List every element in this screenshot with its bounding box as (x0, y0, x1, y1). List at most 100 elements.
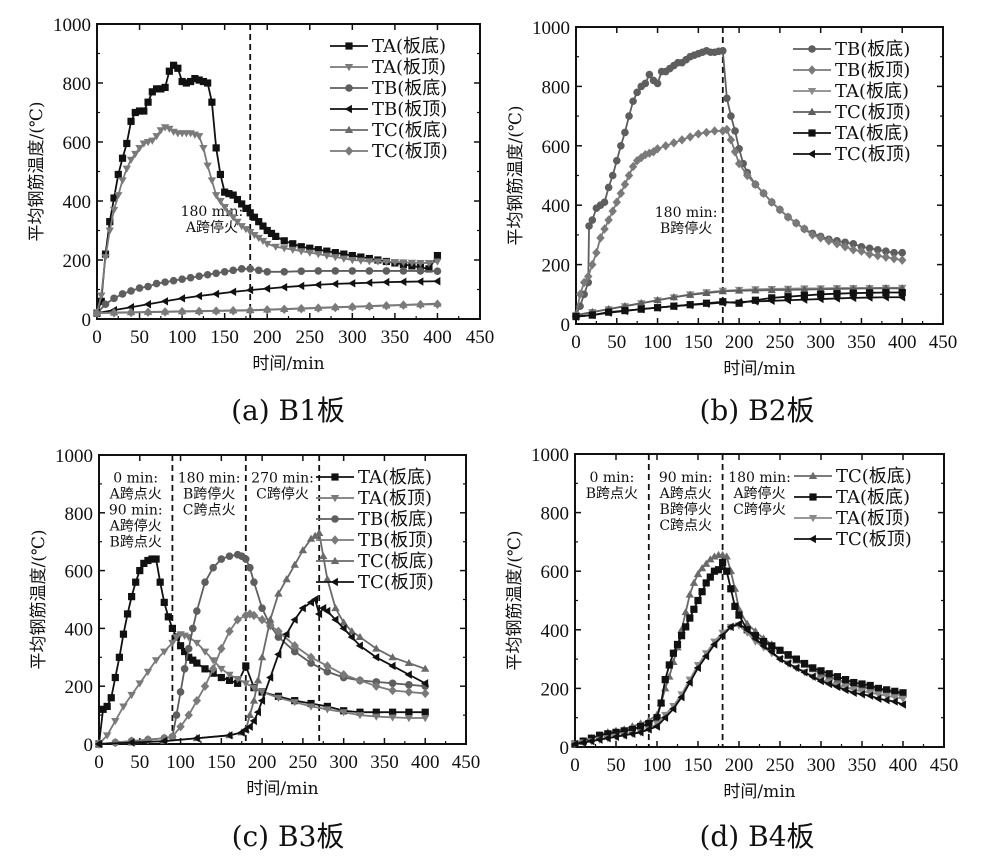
panel-d-data-point (603, 734, 611, 743)
panel-c-xtick-label: 350 (370, 752, 399, 773)
panel-d-data-point (669, 704, 677, 714)
panel-c-xtick-label: 250 (289, 752, 318, 773)
panel-c-legend-label: TB(板底) (358, 509, 433, 530)
panel-b-data-point (661, 141, 670, 151)
panel-b-data-point (677, 135, 687, 145)
panel-a-data-point (348, 279, 356, 288)
panel-b-data-point (792, 218, 801, 228)
panel-a-xtick-label: 300 (338, 327, 367, 348)
panel-a-data-point (433, 251, 442, 260)
panel-d-data-point (681, 608, 690, 616)
panel-a-data-point (220, 203, 229, 212)
panel-c-data-point (282, 629, 290, 639)
panel-a-xtick-label: 50 (130, 327, 149, 348)
panel-c-data-point (257, 615, 267, 625)
panel-c-data-point (111, 717, 120, 726)
panel-a-data-point (433, 277, 441, 286)
panel-d-data-point (857, 690, 865, 699)
panel-c-legend-item: TA(板底) (316, 467, 432, 488)
panel-b-ytick-label: 800 (542, 77, 571, 98)
panel-d-xtick-label: 200 (725, 755, 754, 776)
panel-c-data-point (225, 626, 234, 636)
panel-c-data-point (306, 703, 316, 711)
panel-b-data-point (685, 290, 695, 298)
panel-a-data-point (199, 77, 207, 86)
panel-a-legend-item: TB(板底) (330, 78, 447, 99)
panel-c-data-point (405, 708, 413, 716)
panel-c-data-point (225, 552, 234, 560)
panel-b-data-point (767, 296, 775, 306)
panel-a-data-point (160, 297, 169, 306)
panel-c-data-point (249, 716, 257, 726)
panel-c-data-point (307, 659, 315, 667)
panel-b-ytick-label: 0 (561, 315, 571, 336)
panel-c-data-point (355, 641, 363, 650)
panel-d-xtick-label: 350 (848, 755, 877, 776)
panel-a-data-point (314, 303, 323, 313)
panel-d-annotation: C跨停火 (733, 501, 786, 518)
panel-b-legend-label: TB(板顶) (835, 60, 910, 81)
panel-a-ytick-label: 600 (63, 133, 92, 154)
panel-b-data-point (718, 298, 726, 307)
panel-d-data-point (734, 619, 742, 629)
panel-d-data-point (690, 605, 698, 613)
panel-d-data-point (673, 640, 682, 649)
panel-c-xtick-label: 150 (207, 752, 236, 773)
panel-d-caption: (d) B4板 (699, 820, 814, 853)
panel-a-data-point (348, 257, 357, 265)
panel-c-data-point (347, 632, 355, 642)
panel-b-legend-marker (807, 107, 817, 115)
panel-a-data-point (416, 260, 425, 268)
panel-a-data-point (382, 258, 391, 266)
panel-a-data-point (178, 275, 186, 283)
panel-c-data-point (172, 711, 181, 719)
panel-c-data-point (140, 559, 148, 567)
panel-b-data-point (685, 300, 694, 310)
panel-d-annotation: A跨停火 (732, 485, 785, 502)
panel-c-data-point (355, 712, 365, 720)
panel-a-xtick-label: 350 (381, 327, 410, 348)
panel-d-data-point (723, 567, 731, 575)
panel-d-data-point (570, 739, 578, 749)
panel-a-data-point (246, 305, 255, 316)
panel-b-data-point (865, 249, 874, 259)
panel-c-data-point (185, 653, 193, 661)
panel-b-legend-marker (807, 65, 817, 75)
panel-b-data-point (767, 285, 776, 294)
panel-c-data-point (347, 627, 357, 635)
panel-c: (c) B3板 0 50 100 150 200 250 300 350 400 450 0 200 4… (29, 446, 480, 853)
panel-a-data-point (216, 198, 225, 206)
panel-b-data-point (585, 222, 593, 230)
panel-c-data-point (241, 610, 250, 621)
panel-b-data-point (784, 293, 792, 301)
panel-d-legend-item: TC(板底) (794, 466, 912, 487)
panel-c-data-point (323, 706, 332, 714)
panel-c-legend-marker (331, 473, 339, 481)
panel-b-data-point (734, 297, 743, 307)
panel-c-data-point (123, 610, 132, 618)
panel-d-data-point (833, 673, 841, 681)
panel-d-annotation: C跨点火 (659, 518, 712, 534)
panel-c-data-point (189, 656, 197, 664)
panel-a-data-point (152, 279, 161, 288)
panel-b-data-point (608, 206, 617, 216)
panel-d-data-point (890, 694, 899, 702)
panel-b-data-point (575, 289, 585, 299)
panel-b-legend-item: TA(板底) (793, 123, 909, 144)
panel-a-legend-item: TA(板顶) (330, 57, 446, 78)
panel-c-ytick-label: 400 (65, 619, 94, 640)
panel-a-data-point (177, 294, 186, 303)
panel-a-data-point (165, 125, 174, 133)
panel-b-data-point (783, 296, 791, 305)
panel-c-data-point (233, 615, 242, 625)
panel-b-data-point (800, 291, 808, 300)
panel-c-data-point (193, 659, 201, 667)
panel-c-data-point (421, 688, 430, 699)
panel-c-data-point (242, 555, 250, 563)
panel-d-data-point (882, 692, 891, 700)
panel-d-data-point (809, 664, 817, 672)
panel-b-data-point (727, 112, 735, 120)
panel-a-data-point (204, 79, 212, 87)
panel-c-data-point (160, 736, 168, 746)
panel-c-data-point (143, 668, 153, 676)
